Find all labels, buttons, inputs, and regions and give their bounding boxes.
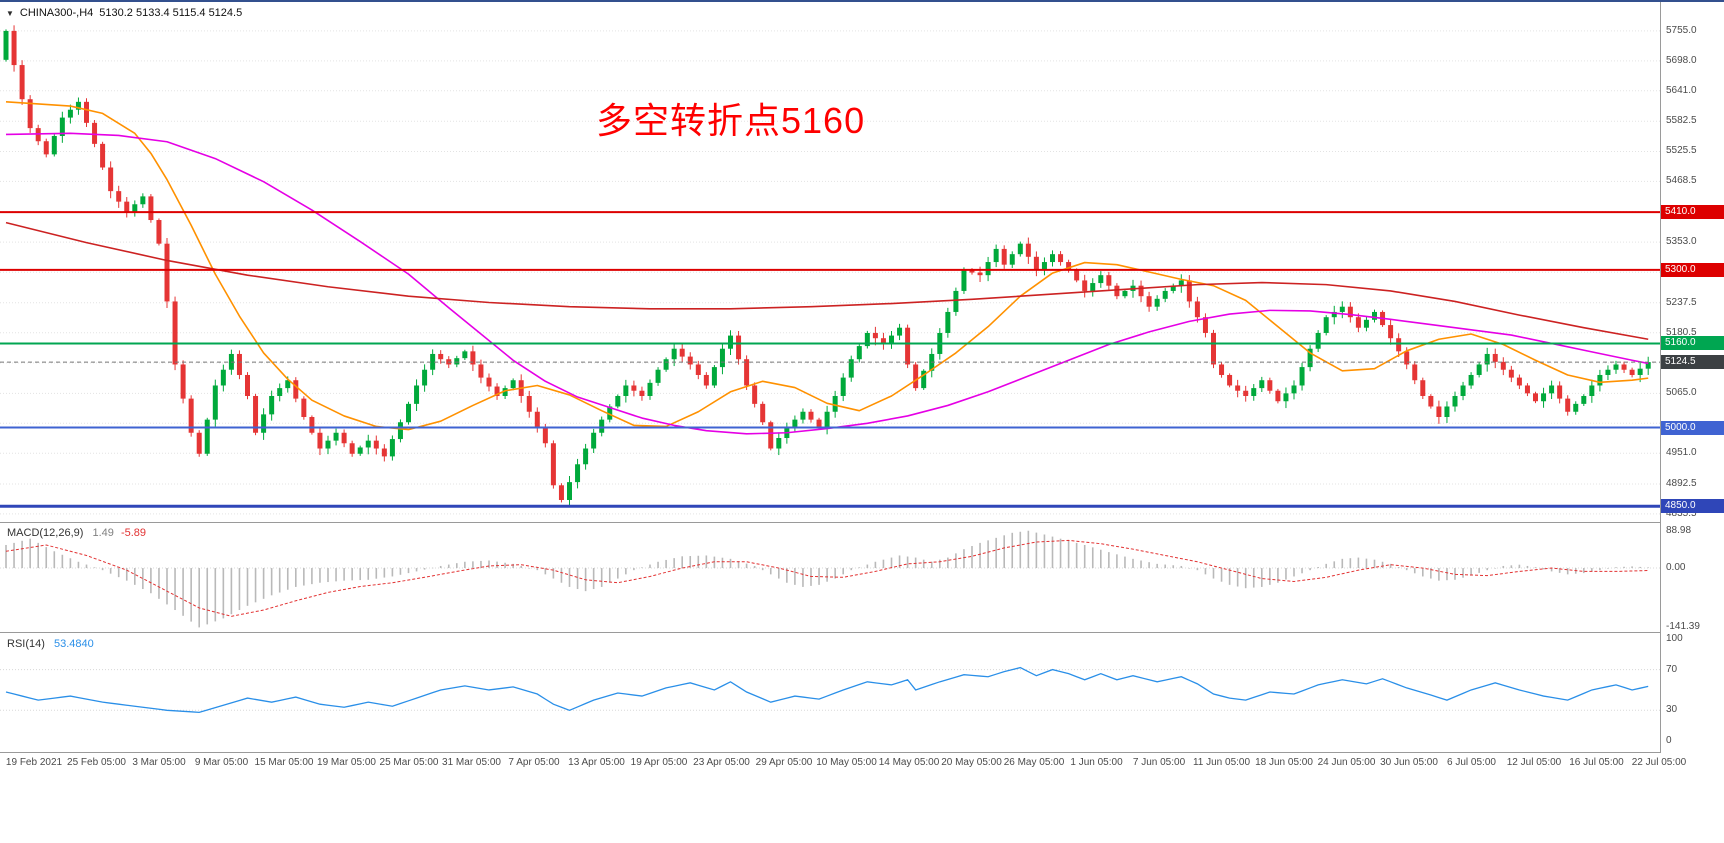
time-axis-label: 24 Jun 05:00 xyxy=(1317,757,1376,768)
time-axis-label: 31 Mar 05:00 xyxy=(442,757,501,768)
time-axis-label: 15 Mar 05:00 xyxy=(254,757,314,768)
rsi-axis-label: 100 xyxy=(1666,633,1683,645)
price-axis-label: 5353.0 xyxy=(1666,236,1697,248)
macd-indicator-label: MACD(12,26,9) 1.49 -5.89 xyxy=(7,527,146,539)
rsi-line xyxy=(5,666,1649,713)
time-axis-label: 19 Mar 05:00 xyxy=(317,757,376,768)
price-axis[interactable]: 5755.0 5698.0 5641.0 5582.5 5525.5 5468.5 5353… xyxy=(1661,2,1724,754)
price-axis-label: 4835.5 xyxy=(1666,507,1697,519)
price-badge: 5124.5 xyxy=(1661,355,1724,370)
rsi-name: RSI(14) xyxy=(7,638,45,650)
price-badge: 5000.0 xyxy=(1661,420,1724,435)
price-axis-label: 4892.5 xyxy=(1666,477,1697,489)
macd-signal-line xyxy=(5,539,1649,617)
moving-averages-layer xyxy=(5,101,1649,435)
price-axis-label: 5755.0 xyxy=(1666,24,1697,36)
horizontal-levels-layer xyxy=(0,211,1660,508)
time-axis-label: 7 Apr 05:00 xyxy=(508,757,560,768)
rsi-layer xyxy=(0,666,1660,713)
price-badge: 4850.0 xyxy=(1661,499,1724,514)
time-axis-label: 26 May 05:00 xyxy=(1003,757,1065,768)
ma-mid-magenta xyxy=(5,132,1649,435)
rsi-indicator-label: RSI(14) 53.4840 xyxy=(7,638,94,650)
symbol-dropdown-icon[interactable]: ▼ xyxy=(6,8,14,18)
macd-layer xyxy=(0,530,1660,628)
macd-name: MACD(12,26,9) xyxy=(7,527,84,539)
time-axis-label: 16 Jul 05:00 xyxy=(1569,757,1624,768)
price-badge: 5160.0 xyxy=(1661,336,1724,351)
time-axis-label: 23 Apr 05:00 xyxy=(693,757,750,768)
macd-axis-label: 88.98 xyxy=(1666,524,1692,536)
time-axis-label: 3 Mar 05:00 xyxy=(132,757,186,768)
rsi-value: 53.4840 xyxy=(53,638,94,650)
time-axis-label: 19 Feb 2021 xyxy=(5,757,63,768)
price-badge: 5410.0 xyxy=(1661,205,1724,220)
price-axis-label: 4951.0 xyxy=(1666,447,1697,459)
time-axis-label: 25 Feb 05:00 xyxy=(67,757,126,768)
ohlc-readout: ▼ CHINA300-,H4 5130.2 5133.4 5115.4 5124… xyxy=(6,7,242,19)
price-axis-label: 5065.0 xyxy=(1666,387,1697,399)
time-axis-label: 25 Mar 05:00 xyxy=(379,757,439,768)
time-axis[interactable]: 19 Feb 2021 25 Feb 05:00 3 Mar 05:00 9 Mar … xyxy=(0,755,1724,773)
rsi-axis-label: 30 xyxy=(1666,704,1678,716)
time-axis-label: 20 May 05:00 xyxy=(941,757,1002,768)
price-axis-label: 5237.5 xyxy=(1666,296,1697,308)
symbol-timeframe-label: CHINA300-,H4 xyxy=(19,7,94,19)
time-axis-label: 12 Jul 05:00 xyxy=(1506,757,1562,768)
time-axis-label: 14 May 05:00 xyxy=(878,757,940,768)
ma-fast-orange xyxy=(5,101,1649,431)
macd-axis-label: 0.00 xyxy=(1666,562,1686,574)
panel-separators xyxy=(0,2,1724,753)
time-axis-label: 7 Jun 05:00 xyxy=(1132,757,1186,768)
rsi-axis-label: 0 xyxy=(1666,734,1672,746)
price-axis-label: 5582.5 xyxy=(1666,115,1697,127)
time-axis-label: 11 Jun 05:00 xyxy=(1192,757,1251,768)
chart-annotation: 多空转折点5160 xyxy=(596,100,866,141)
price-axis-label: 5468.5 xyxy=(1666,175,1697,187)
macd-axis-label: -141.39 xyxy=(1666,621,1700,633)
candles-layer xyxy=(3,25,1651,508)
time-axis-label: 1 Jun 05:00 xyxy=(1070,757,1123,768)
macd-signal-value: -5.89 xyxy=(120,527,147,539)
time-axis-label: 18 Jun 05:00 xyxy=(1255,757,1313,768)
macd-main-value: 1.49 xyxy=(92,527,114,539)
time-axis-label: 19 Apr 05:00 xyxy=(630,757,688,768)
time-axis-label: 9 Mar 05:00 xyxy=(194,757,249,768)
price-axis-label: 5641.0 xyxy=(1666,84,1697,96)
price-axis-label: 5698.0 xyxy=(1666,54,1697,66)
time-axis-label: 13 Apr 05:00 xyxy=(568,757,625,768)
ma-slow-red xyxy=(5,221,1649,341)
rsi-axis-label: 70 xyxy=(1666,663,1678,675)
time-axis-label: 10 May 05:00 xyxy=(816,757,877,768)
time-axis-label: 6 Jul 05:00 xyxy=(1447,757,1496,768)
ohlc-values: 5130.2 5133.4 5115.4 5124.5 xyxy=(99,7,243,19)
time-axis-label: 30 Jun 05:00 xyxy=(1380,757,1438,768)
price-axis-label: 5180.5 xyxy=(1666,326,1697,338)
time-axis-label: 22 Jul 05:00 xyxy=(1631,757,1687,768)
price-axis-label: 5525.5 xyxy=(1666,145,1697,157)
price-badge: 5300.0 xyxy=(1661,262,1724,277)
time-axis-label: 29 Apr 05:00 xyxy=(755,757,813,768)
